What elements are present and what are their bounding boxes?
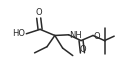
Text: O: O xyxy=(94,32,101,41)
Text: HO: HO xyxy=(12,29,25,38)
Text: O: O xyxy=(35,8,42,17)
Text: O: O xyxy=(79,45,86,54)
Text: NH: NH xyxy=(69,31,82,40)
